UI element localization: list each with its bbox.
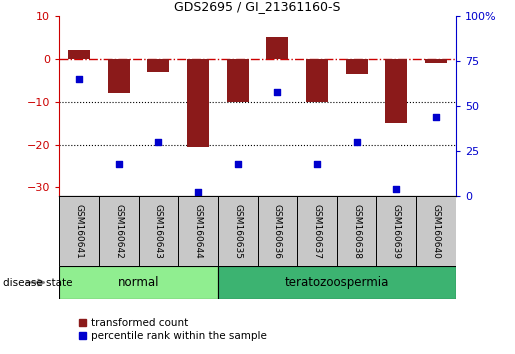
Text: GSM160641: GSM160641 (75, 204, 83, 258)
Bar (99, 196, 139, 266)
Bar (346, 59, 368, 74)
Text: GSM160642: GSM160642 (114, 204, 123, 258)
Bar (218, 266, 456, 299)
Bar (59, 196, 99, 266)
Point (154, 139, 163, 145)
Point (273, 89, 281, 95)
Bar (139, 196, 178, 266)
Text: GSM160635: GSM160635 (233, 204, 242, 258)
Text: GSM160640: GSM160640 (432, 204, 440, 258)
Bar (297, 196, 337, 266)
Text: teratozoospermia: teratozoospermia (285, 276, 389, 289)
Bar (337, 196, 376, 266)
Text: normal: normal (118, 276, 159, 289)
Bar (227, 59, 249, 102)
Point (75, 76, 83, 82)
Point (234, 161, 242, 166)
Bar (306, 59, 328, 102)
Title: GDS2695 / GI_21361160-S: GDS2695 / GI_21361160-S (174, 0, 341, 13)
Text: GSM160637: GSM160637 (313, 204, 321, 258)
Text: disease state: disease state (3, 278, 72, 287)
Point (313, 161, 321, 166)
Bar (376, 196, 416, 266)
Text: GSM160644: GSM160644 (194, 204, 202, 258)
Point (194, 190, 202, 195)
Text: GSM160639: GSM160639 (392, 204, 401, 258)
Text: GSM160638: GSM160638 (352, 204, 361, 258)
Text: GSM160636: GSM160636 (273, 204, 282, 258)
Point (392, 186, 401, 192)
Bar (187, 59, 209, 147)
Point (114, 161, 123, 166)
Bar (425, 59, 447, 63)
Bar (59, 266, 218, 299)
Bar (108, 59, 130, 93)
Bar (68, 50, 90, 59)
Bar (178, 196, 218, 266)
Bar (416, 196, 456, 266)
Point (352, 139, 360, 145)
Point (432, 114, 440, 120)
Bar (258, 196, 297, 266)
Bar (218, 196, 258, 266)
Text: GSM160643: GSM160643 (154, 204, 163, 258)
Bar (147, 59, 169, 72)
Bar (266, 38, 288, 59)
Bar (385, 59, 407, 123)
Legend: transformed count, percentile rank within the sample: transformed count, percentile rank withi… (75, 314, 271, 345)
